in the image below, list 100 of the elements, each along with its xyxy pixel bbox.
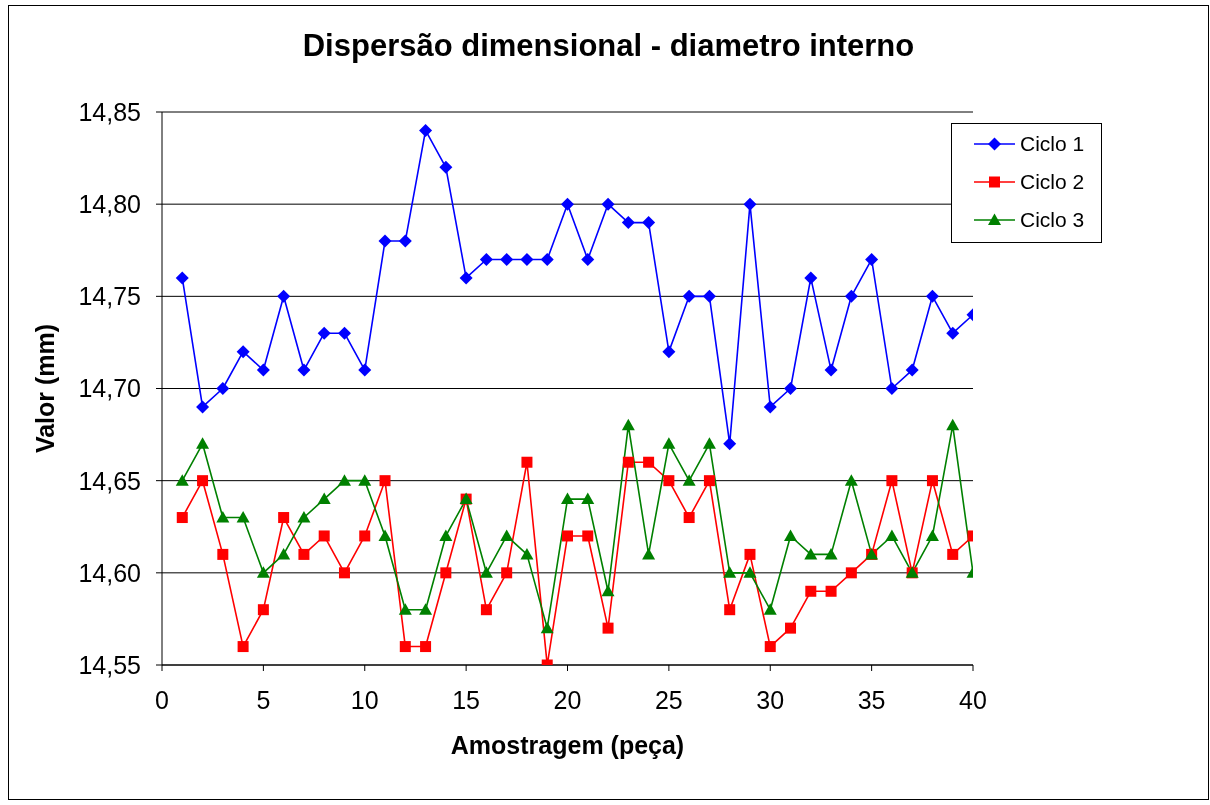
- x-tick-label: 40: [959, 685, 987, 714]
- point: [784, 529, 798, 541]
- point: [419, 123, 433, 137]
- point: [216, 382, 230, 395]
- point: [521, 456, 533, 468]
- point: [581, 252, 595, 266]
- y-tick-label: 14,75: [78, 282, 141, 311]
- legend-label: Ciclo 1: [1020, 132, 1085, 156]
- point: [723, 437, 737, 451]
- point: [825, 585, 837, 597]
- point: [663, 475, 675, 487]
- point: [256, 363, 270, 377]
- point: [197, 475, 209, 487]
- y-tick-label: 14,70: [78, 374, 141, 403]
- point: [419, 603, 433, 615]
- point: [236, 511, 250, 523]
- point: [520, 547, 534, 560]
- point: [824, 363, 838, 377]
- point: [581, 492, 595, 505]
- point: [479, 566, 493, 578]
- point: [196, 437, 210, 449]
- point: [582, 530, 594, 542]
- point: [257, 604, 269, 616]
- point: [763, 603, 777, 615]
- point: [621, 418, 635, 431]
- point: [237, 641, 249, 653]
- point: [439, 529, 453, 541]
- legend-label: Ciclo 2: [1020, 170, 1085, 194]
- point: [804, 547, 818, 560]
- point: [439, 160, 453, 174]
- x-tick-label: 15: [452, 685, 481, 714]
- point: [500, 529, 514, 541]
- point: [763, 400, 777, 414]
- point: [358, 363, 372, 377]
- point: [278, 512, 290, 524]
- point: [865, 252, 879, 266]
- point: [500, 252, 514, 266]
- x-tick-label: 25: [654, 685, 683, 714]
- point: [459, 271, 473, 285]
- point: [724, 604, 736, 616]
- point: [480, 604, 492, 616]
- point: [682, 289, 696, 303]
- point: [947, 548, 959, 560]
- point: [236, 345, 250, 359]
- point: [379, 475, 391, 487]
- point: [844, 289, 858, 303]
- point: [196, 400, 210, 414]
- point: [946, 326, 960, 340]
- chart-title: Dispersão dimensional - diametro interno: [301, 28, 916, 64]
- x-tick-label: 35: [857, 685, 886, 714]
- point: [844, 474, 858, 486]
- point: [358, 474, 372, 486]
- point: [540, 252, 554, 266]
- point: [702, 289, 716, 303]
- point: [176, 512, 188, 524]
- point: [175, 271, 189, 285]
- point: [318, 530, 330, 542]
- point: [216, 511, 230, 523]
- point: [885, 382, 899, 395]
- point: [744, 548, 756, 560]
- point: [297, 363, 311, 377]
- point: [683, 512, 695, 524]
- point: [886, 475, 898, 487]
- point: [642, 547, 656, 560]
- point: [621, 216, 635, 230]
- point: [337, 326, 351, 340]
- point: [643, 456, 655, 468]
- point: [359, 530, 371, 542]
- point: [723, 566, 737, 578]
- point: [703, 475, 715, 487]
- point: [561, 197, 574, 211]
- point: [338, 567, 350, 579]
- point: [662, 345, 676, 359]
- point: [602, 622, 614, 634]
- point: [601, 584, 615, 597]
- point: [804, 271, 818, 285]
- point: [682, 474, 696, 486]
- point: [378, 529, 392, 541]
- point: [440, 567, 452, 579]
- point: [277, 547, 291, 560]
- point: [805, 585, 817, 597]
- point: [622, 456, 634, 468]
- point: [398, 603, 412, 615]
- legend-label: Ciclo 3: [1020, 208, 1085, 232]
- y-tick-label: 14,85: [78, 97, 141, 126]
- point: [702, 437, 716, 449]
- point: [764, 641, 776, 653]
- point: [217, 548, 229, 560]
- point: [540, 621, 554, 634]
- point: [946, 418, 960, 431]
- point: [885, 529, 899, 541]
- y-axis-title: Valor (mm): [31, 323, 59, 454]
- point: [642, 216, 656, 230]
- x-tick-label: 0: [155, 685, 169, 714]
- point: [175, 474, 189, 486]
- point: [562, 530, 573, 542]
- point: [926, 475, 938, 487]
- point: [905, 363, 919, 377]
- point: [337, 474, 351, 486]
- point: [785, 622, 797, 634]
